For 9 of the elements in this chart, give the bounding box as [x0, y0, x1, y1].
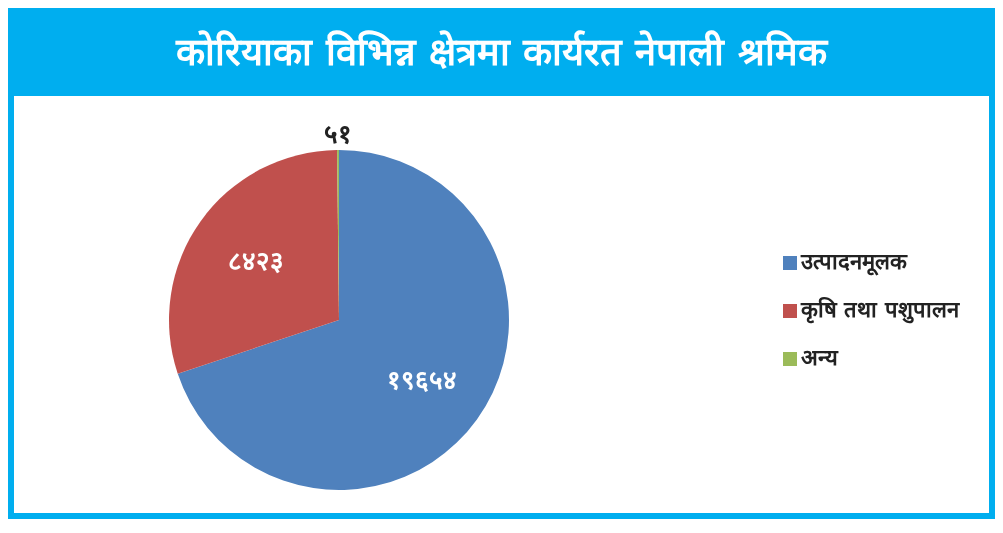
legend-label: अन्य: [800, 345, 838, 370]
data-label: ८४२३: [227, 245, 284, 276]
legend-label: कृषि तथा पशुपालन: [800, 297, 959, 322]
data-label: १९६५४: [386, 364, 457, 395]
chart-title: कोरियाका विभिन्न क्षेत्रमा कार्यरत नेपाली श्रमिक: [8, 8, 995, 96]
pie-slice: [177, 150, 509, 490]
data-label: ५१: [323, 119, 352, 149]
pie-slice: [169, 150, 339, 374]
legend-label: उत्पादनमूलक: [800, 249, 907, 274]
